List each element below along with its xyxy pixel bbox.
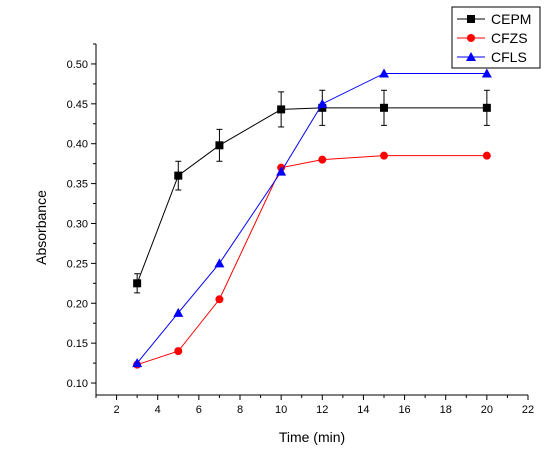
data-point xyxy=(174,171,183,180)
legend-marker xyxy=(466,52,476,61)
y-tick-label: 0.30 xyxy=(67,218,88,230)
series-line xyxy=(136,107,487,284)
x-tick-label: 6 xyxy=(196,404,202,416)
data-point xyxy=(481,68,492,78)
data-point xyxy=(133,279,142,288)
legend-label: CFZS xyxy=(491,30,528,46)
legend-marker xyxy=(467,34,475,42)
x-tick-label: 12 xyxy=(316,404,328,416)
series-line xyxy=(136,73,487,364)
x-tick-label: 14 xyxy=(357,404,369,416)
x-tick-label: 4 xyxy=(155,404,161,416)
data-point xyxy=(173,307,184,317)
y-tick-label: 0.40 xyxy=(67,139,88,151)
x-tick-label: 8 xyxy=(237,404,243,416)
legend-item-cfzs: CFZS xyxy=(457,30,528,46)
data-point xyxy=(379,68,389,78)
x-axis-title: Time (min) xyxy=(279,429,345,445)
data-point xyxy=(380,103,388,112)
data-point xyxy=(215,295,224,304)
y-tick-label: 0.15 xyxy=(67,338,88,350)
data-point xyxy=(380,151,388,160)
series-layer xyxy=(132,68,492,369)
x-tick-label: 18 xyxy=(440,404,452,416)
data-point xyxy=(318,155,327,164)
legend-label: CFLS xyxy=(491,49,527,65)
x-tick-label: 20 xyxy=(481,404,493,416)
data-point xyxy=(482,103,491,112)
y-tick-label: 0.25 xyxy=(67,258,88,270)
y-axis: 0.10 0.15 0.20 0.25 0.30 0.35 0.40 0.45 0.50 xyxy=(67,43,96,390)
legend-item-cfls: CFLS xyxy=(457,49,527,65)
series-line xyxy=(136,155,487,366)
y-tick-label: 0.10 xyxy=(67,378,88,390)
legend-marker xyxy=(467,15,475,23)
data-point xyxy=(276,166,287,176)
y-axis-title: Absorbance xyxy=(33,190,49,265)
y-tick-label: 0.45 xyxy=(67,99,88,111)
data-point xyxy=(277,105,286,114)
x-tick-label: 22 xyxy=(522,404,534,416)
legend: CEPM CFZS CFLS xyxy=(451,6,541,69)
data-point xyxy=(215,141,224,150)
series-cfls xyxy=(132,68,492,368)
data-point xyxy=(317,98,328,108)
plot-frame xyxy=(95,44,528,396)
y-tick-label: 0.50 xyxy=(67,59,88,71)
data-point xyxy=(482,151,491,160)
legend-item-cepm: CEPM xyxy=(457,11,531,27)
data-point xyxy=(214,258,225,268)
x-tick-label: 16 xyxy=(398,404,410,416)
legend-label: CEPM xyxy=(491,11,531,27)
y-tick-label: 0.35 xyxy=(67,179,88,191)
x-tick-label: 10 xyxy=(275,404,287,416)
x-axis: 2 4 6 8 10 12 14 16 18 20 22 xyxy=(95,395,534,416)
series-cfzs xyxy=(133,151,491,369)
data-point xyxy=(174,347,183,356)
data-point xyxy=(132,358,143,368)
y-tick-label: 0.20 xyxy=(67,298,88,310)
x-tick-label: 2 xyxy=(114,404,120,416)
